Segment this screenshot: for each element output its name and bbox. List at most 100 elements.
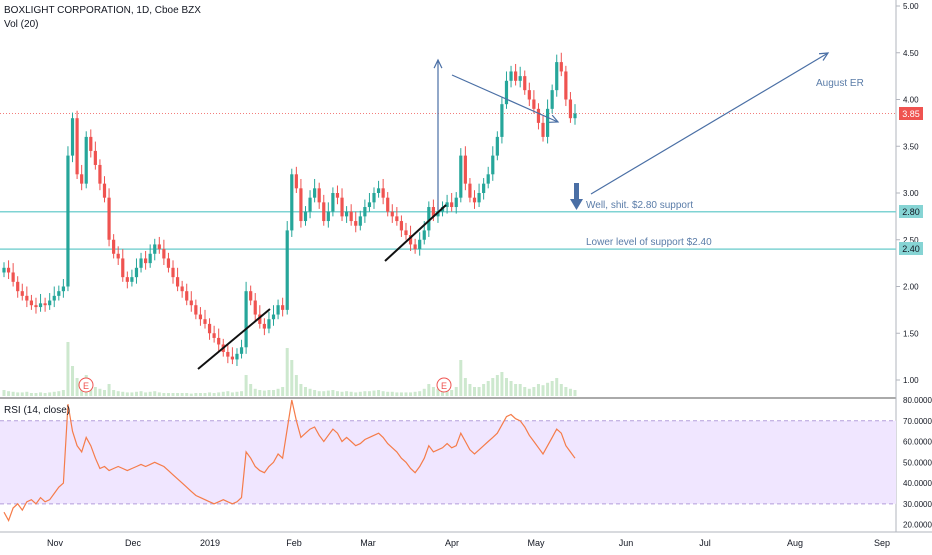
candle-body xyxy=(175,277,180,287)
price-tick-label: 2.00 xyxy=(903,283,919,292)
rsi-tick-label: 50.0000 xyxy=(903,458,932,467)
candle-body xyxy=(308,197,312,212)
candle-body xyxy=(518,76,522,81)
candle-body xyxy=(354,221,358,226)
candle-body xyxy=(390,211,394,217)
rsi-pane: 80.0000 70.0000 60.0000 50.0000 40.0000 30.00… xyxy=(0,396,932,530)
candle-body xyxy=(253,300,257,315)
volume-bar xyxy=(203,393,207,396)
volume-bar xyxy=(39,392,43,396)
candle-body xyxy=(134,267,139,278)
august-er-arrow xyxy=(590,52,829,195)
price-tick-label: 2.50 xyxy=(903,236,919,245)
candle-body xyxy=(363,207,367,217)
price-tick-label: 3.50 xyxy=(903,142,919,151)
candle-body xyxy=(477,193,481,203)
candle-body xyxy=(399,221,404,231)
candle-body xyxy=(395,216,399,222)
candle-body xyxy=(358,216,362,226)
support-280-value: 2.80 xyxy=(902,207,920,217)
support-240-tag-bg xyxy=(899,242,923,255)
price-tick-label: 1.50 xyxy=(903,329,919,338)
candle-body xyxy=(541,122,545,137)
volume-bar xyxy=(112,390,116,396)
down-arrow-shaft xyxy=(574,183,579,200)
candle-body xyxy=(564,71,568,100)
candle-body xyxy=(559,62,563,72)
candle-body xyxy=(121,258,125,278)
august-er-annotation: August ER xyxy=(816,78,864,89)
volume-bar xyxy=(550,381,554,396)
candle-body xyxy=(294,174,298,189)
candle-body xyxy=(11,272,15,282)
august-er-arrow-head xyxy=(818,52,830,61)
candle-body xyxy=(258,314,262,324)
volume-bar xyxy=(441,390,445,396)
candle-body xyxy=(509,71,513,81)
candle-body xyxy=(75,118,79,175)
candle-body xyxy=(130,277,134,282)
volume-bar xyxy=(418,391,422,396)
earnings-marker-apr[interactable]: E xyxy=(436,377,452,393)
rsi-band xyxy=(0,420,896,504)
candle-body xyxy=(486,174,490,184)
volume-bar xyxy=(399,392,403,396)
candle-body xyxy=(450,202,454,208)
volume-bar xyxy=(500,372,504,396)
candle-body xyxy=(472,197,477,203)
candle-body xyxy=(381,188,385,198)
candle-body xyxy=(185,291,189,301)
time-tick-label: Mar xyxy=(360,538,376,548)
volume-bar xyxy=(473,387,477,396)
volume-bar xyxy=(235,391,239,396)
volume-bar xyxy=(294,375,298,396)
volume-bar xyxy=(555,378,559,396)
candle-body xyxy=(418,239,422,250)
volume-bar xyxy=(381,391,385,396)
candle-body xyxy=(482,183,486,193)
price-tick-label: 4.50 xyxy=(903,49,919,58)
volume-bar xyxy=(194,393,198,396)
volume-bar xyxy=(559,384,563,396)
candle-body xyxy=(38,303,43,308)
volume-bar xyxy=(409,392,413,396)
candle-body xyxy=(514,71,518,81)
rsi-tick-label: 60.0000 xyxy=(903,438,932,447)
volume-bar xyxy=(427,384,431,396)
candle-body xyxy=(244,291,248,348)
volume-bar xyxy=(71,366,75,396)
current-price-value: 3.85 xyxy=(902,109,920,119)
time-tick-label: Aug xyxy=(787,538,803,548)
earnings-label: E xyxy=(441,381,447,391)
time-tick-label: 2019 xyxy=(200,538,220,548)
rsi-series-line xyxy=(3,399,576,522)
candle-body xyxy=(545,108,550,137)
volume-bar xyxy=(162,393,166,396)
volume-bar xyxy=(208,392,212,396)
volume-bar xyxy=(354,392,358,396)
volume-bar xyxy=(308,388,312,396)
candle-body xyxy=(427,207,431,231)
candle-body xyxy=(491,155,495,175)
pullback-arrow xyxy=(451,74,559,123)
drawings xyxy=(197,52,830,370)
rsi-tick-label: 40.0000 xyxy=(903,479,932,488)
earnings-marker-nov[interactable]: E xyxy=(78,377,94,393)
volume-bar xyxy=(281,387,285,396)
candle-body xyxy=(454,197,458,208)
volume-bar xyxy=(121,391,125,396)
candle-body xyxy=(536,108,541,123)
earnings-circle xyxy=(436,377,452,393)
candle-body xyxy=(93,150,97,165)
volume-bar xyxy=(486,381,490,396)
candle-body xyxy=(171,267,175,278)
volume-bar xyxy=(363,391,367,396)
volume-bar xyxy=(139,391,143,396)
volume-bar xyxy=(258,390,262,396)
volume-bar xyxy=(107,384,111,396)
candle-body xyxy=(317,188,321,203)
volume-bar xyxy=(546,382,550,396)
candle-body xyxy=(112,239,116,254)
candle-body xyxy=(550,90,554,109)
